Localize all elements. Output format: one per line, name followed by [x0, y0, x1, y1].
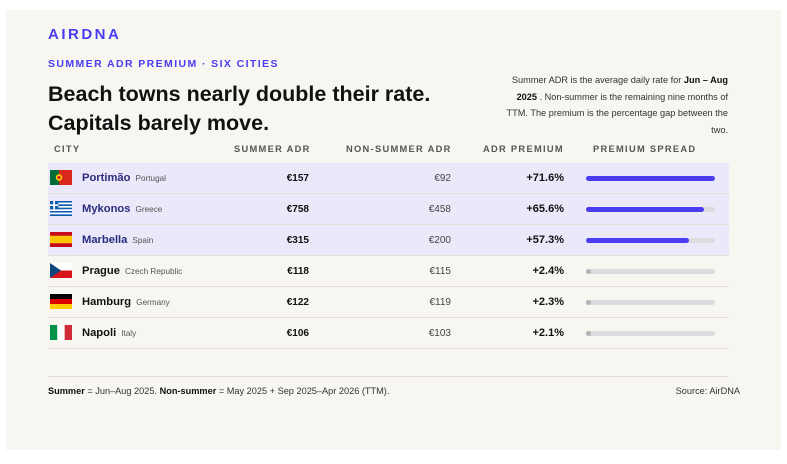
- city-name: Portimão Portugal: [82, 172, 166, 184]
- table-row: Hamburg Germany €122 €119 +2.3%: [48, 287, 729, 318]
- footer-summer-label: Summer: [48, 386, 85, 396]
- country-label: Greece: [135, 205, 163, 214]
- city-label: Marbella: [82, 234, 128, 246]
- table-row: Prague Czech Republic €118 €115 +2.4%: [48, 256, 729, 287]
- adr-premium-value: +71.6%: [526, 172, 564, 184]
- premium-spread-bar: [586, 207, 705, 212]
- adr-premium-value: +2.4%: [532, 265, 565, 277]
- germany-flag-icon: [50, 294, 72, 309]
- summer-adr-value: €758: [286, 204, 309, 215]
- note-part-2: . Non-summer is the remaining nine month…: [506, 91, 728, 135]
- city-name: Marbella Spain: [82, 234, 153, 246]
- table-row: Napoli Italy €106 €103 +2.1%: [48, 318, 729, 349]
- table-row: Mykonos Greece €758 €458 +65.6%: [48, 194, 729, 225]
- premium-spread-track: [586, 269, 715, 274]
- premium-spread-track: [586, 176, 715, 181]
- spain-flag-icon: [50, 232, 72, 247]
- city-label: Mykonos: [82, 203, 131, 215]
- city-table: Portimão Portugal €157 €92 +71.6% Mykonos Gree…: [48, 163, 729, 349]
- nonsummer-adr-value: €458: [428, 204, 451, 215]
- greece-flag-icon: [50, 201, 72, 216]
- table-row: Marbella Spain €315 €200 +57.3%: [48, 225, 729, 256]
- portugal-flag-icon: [50, 170, 72, 185]
- adr-premium-value: +57.3%: [526, 234, 564, 246]
- italy-flag-icon: [50, 325, 72, 340]
- footer-definitions: Summer = Jun–Aug 2025. Non-summer = May …: [48, 386, 389, 396]
- methodology-note: Summer ADR is the average daily rate for…: [506, 72, 728, 138]
- city-label: Napoli: [82, 327, 117, 339]
- adr-premium-value: +65.6%: [526, 203, 564, 215]
- premium-spread-bar: [586, 331, 592, 336]
- summer-adr-value: €157: [286, 173, 309, 184]
- col-header-premium: ADR PREMIUM: [483, 144, 564, 154]
- nonsummer-adr-value: €119: [429, 297, 451, 308]
- city-name: Napoli Italy: [82, 327, 136, 339]
- city-label: Portimão: [82, 172, 131, 184]
- note-bold: Jun – Aug 2025: [516, 75, 728, 102]
- table-row: Portimão Portugal €157 €92 +71.6%: [48, 163, 729, 194]
- summer-adr-value: €118: [287, 266, 309, 277]
- premium-spread-track: [586, 300, 715, 305]
- premium-spread-bar: [586, 300, 592, 305]
- premium-spread-bar: [586, 176, 715, 181]
- city-label: Prague: [82, 265, 120, 277]
- premium-spread-bar: [586, 238, 690, 243]
- note-part-1: Summer ADR is the average daily rate for: [511, 75, 684, 85]
- adr-premium-value: +2.3%: [532, 296, 565, 308]
- country-label: Italy: [121, 329, 137, 338]
- footer-divider: [48, 376, 729, 377]
- summer-adr-value: €315: [286, 235, 309, 246]
- nonsummer-adr-value: €92: [434, 173, 451, 184]
- city-name: Prague Czech Republic: [82, 265, 182, 277]
- premium-spread-bar: [586, 269, 592, 274]
- kicker: SUMMER ADR PREMIUM · SIX CITIES: [48, 58, 279, 70]
- col-header-city: CITY: [54, 144, 81, 154]
- premium-spread-track: [586, 238, 715, 243]
- czech-flag-icon: [50, 263, 72, 278]
- premium-spread-track: [586, 331, 715, 336]
- col-header-spread: PREMIUM SPREAD: [593, 144, 697, 154]
- footer-nonsummer-label: Non-summer: [159, 386, 217, 396]
- country-label: Spain: [132, 236, 154, 245]
- nonsummer-adr-value: €115: [429, 266, 451, 277]
- country-label: Portugal: [135, 174, 167, 183]
- nonsummer-adr-value: €200: [428, 235, 451, 246]
- summer-adr-value: €106: [286, 328, 309, 339]
- footer-summer-def: = Jun–Aug 2025.: [84, 386, 160, 396]
- summer-adr-value: €122: [286, 297, 309, 308]
- airdna-logo: AIRDNA: [48, 26, 122, 43]
- country-label: Germany: [136, 298, 170, 307]
- premium-spread-track: [586, 207, 715, 212]
- city-name: Mykonos Greece: [82, 203, 162, 215]
- source-credit: Source: AirDNA: [675, 386, 740, 396]
- adr-premium-value: +2.1%: [532, 327, 565, 339]
- col-header-summer: SUMMER ADR: [234, 144, 311, 154]
- country-label: Czech Republic: [124, 267, 183, 276]
- city-name: Hamburg Germany: [82, 296, 170, 308]
- headline: Beach towns nearly double their rate. Ca…: [48, 82, 431, 135]
- city-label: Hamburg: [82, 296, 132, 308]
- footer-nonsummer-def: = May 2025 + Sep 2025–Apr 2026 (TTM).: [216, 386, 390, 396]
- col-header-nonsummer: NON-SUMMER ADR: [346, 144, 452, 154]
- nonsummer-adr-value: €103: [428, 328, 451, 339]
